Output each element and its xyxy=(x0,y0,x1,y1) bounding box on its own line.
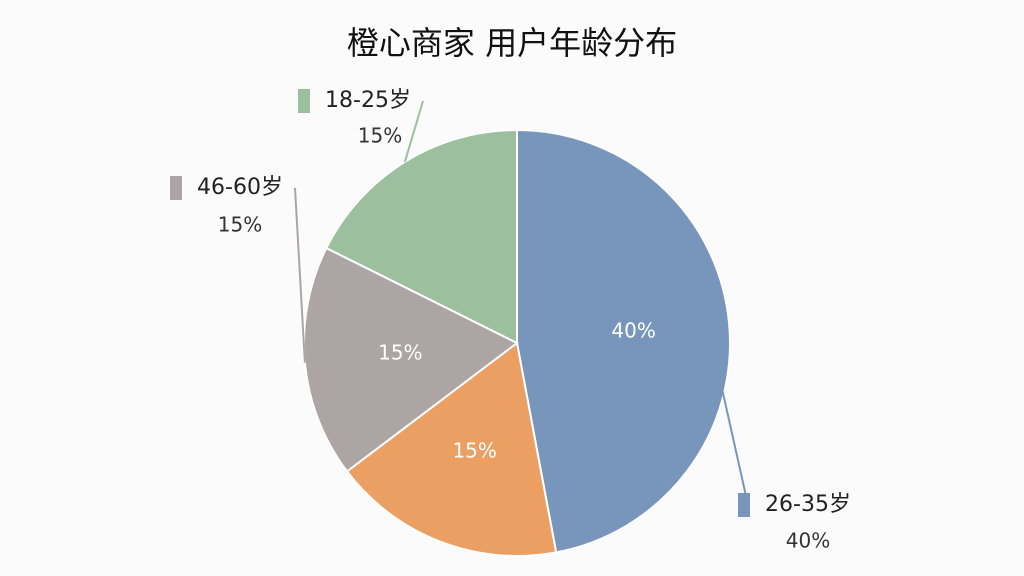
slice-label: 15% xyxy=(378,340,422,364)
outside-category-label: 18-25岁 xyxy=(325,88,411,113)
leader-line xyxy=(706,325,749,506)
pie-slice xyxy=(345,341,558,557)
label-swatch xyxy=(738,493,750,517)
slice-label: 40% xyxy=(611,319,655,343)
pie-slice xyxy=(516,128,731,554)
pie-slice xyxy=(324,128,518,345)
outside-value-label: 15% xyxy=(358,124,402,148)
outside-category-label: 46-60岁 xyxy=(197,175,283,200)
chart-title: 橙心商家 用户年龄分布 xyxy=(347,24,677,62)
slice-label: 15% xyxy=(452,439,496,463)
outside-value-label: 40% xyxy=(786,529,830,553)
leader-line xyxy=(403,100,424,163)
label-swatch xyxy=(170,176,182,200)
leader-line xyxy=(294,187,306,363)
label-swatch xyxy=(298,89,310,113)
outside-category-label: 26-35岁 xyxy=(765,492,851,517)
pie-slice xyxy=(303,246,519,473)
outside-value-label: 15% xyxy=(218,213,262,237)
